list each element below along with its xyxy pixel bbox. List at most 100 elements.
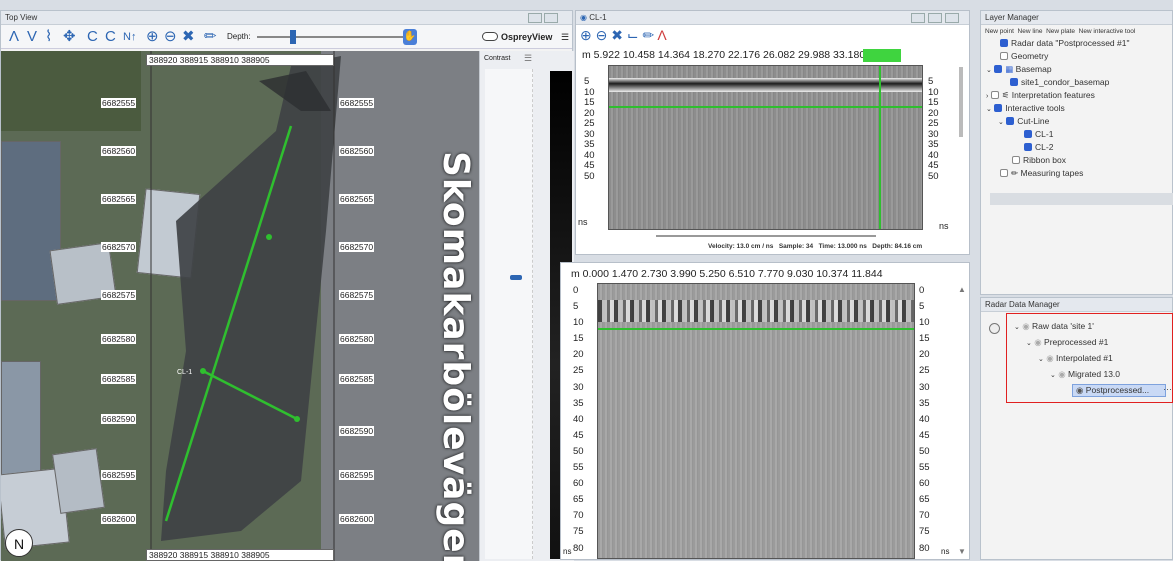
northing-label-right: 6682580 [339,334,375,344]
radio-icon[interactable] [989,323,1000,334]
tape-icon: ✏ [1011,168,1019,178]
layer-interactive-tools[interactable]: ⌄ Interactive tools [986,103,1065,113]
layer-cl-2[interactable]: CL-2 [1024,142,1053,153]
depth-slider-handle[interactable] [290,30,296,44]
layer-manager-toolbar: New point New line New plate New interac… [985,28,1135,35]
zoom-out-icon[interactable]: ⊖ [595,27,608,43]
new-line-button[interactable]: New line [1017,28,1043,35]
radargram-plot[interactable] [608,65,923,230]
chevron-down-icon[interactable]: ⌄ [1050,372,1056,379]
new-point-button[interactable]: New point [985,28,1014,35]
horizontal-scrollbar[interactable] [656,235,876,237]
zoom-out-icon[interactable]: ⊖ [164,28,177,45]
eye-icon[interactable]: ◉ [1076,385,1084,395]
close-icon[interactable] [544,13,558,23]
eye-icon[interactable]: ◉ [1022,321,1030,331]
vertical-scrollbar[interactable] [959,67,963,137]
chevron-down-icon[interactable]: ⌄ [1014,324,1020,331]
draw-up-icon[interactable]: Λ [9,28,20,45]
contrast-slider-handle[interactable] [510,275,522,280]
new-plate-button[interactable]: New plate [1046,28,1075,35]
new-interactive-tool-button[interactable]: New interactive tool [1078,28,1136,35]
layer-cut-line[interactable]: ⌄ Cut-Line [998,116,1050,126]
osprey-view-toggle[interactable]: OspreyView ☰ [479,28,574,46]
northing-label: 6682595 [101,470,137,480]
line-tool-icon[interactable]: ⌇ [45,28,53,45]
depth-slider[interactable] [257,36,407,38]
radar-tree-preprocessed[interactable]: ⌄ ◉ Preprocessed #1 [1026,337,1109,347]
close-icon[interactable] [945,13,959,23]
checkbox[interactable] [1024,130,1032,138]
more-options-icon[interactable]: ⋯ [1163,384,1172,394]
layer-radar-data[interactable]: Radar data "Postprocessed #1" [1000,38,1130,49]
rotate-right-icon[interactable]: C [105,28,116,45]
scroll-up-icon[interactable]: ▲ [958,285,966,294]
chevron-down-icon[interactable]: ⌄ [1026,340,1032,347]
checkbox[interactable] [1012,156,1020,164]
eye-icon[interactable]: ◉ [1046,353,1054,363]
pencil-icon[interactable]: ✏ [204,28,217,45]
map-view[interactable]: 388920 388915 388910 388905 388920 38891… [1,51,479,561]
position-cursor-line[interactable] [879,66,881,229]
radar-tree-migrated[interactable]: ⌄ ◉ Migrated 13.0 [1050,369,1121,379]
minimize-icon[interactable] [528,13,542,23]
layer-measuring-tapes[interactable]: ✏ Measuring tapes [1000,168,1083,179]
chevron-down-icon[interactable]: ⌄ [1038,356,1044,363]
hyperbola-icon[interactable]: Λ [657,27,667,43]
checkbox[interactable] [1006,117,1015,125]
layer-interpretation-features[interactable]: › ⚟ Interpretation features [986,90,1095,100]
radar-data-manager-panel: Radar Data Manager [980,297,1173,560]
layer-ribbon-box[interactable]: Ribbon box [1012,155,1066,166]
unit-left: ns [563,547,572,556]
toggle-switch[interactable] [482,32,498,41]
radar-tree-raw[interactable]: ⌄ ◉ Raw data 'site 1' [1014,321,1094,331]
layer-site1-basemap[interactable]: site1_condor_basemap [1010,77,1109,88]
radargram-plot[interactable] [597,283,915,559]
north-up-icon[interactable]: N↑ [123,31,137,43]
zoom-fit-icon[interactable]: ✖ [182,28,195,45]
checkbox[interactable] [994,65,1003,73]
layer-basemap[interactable]: ⌄ ▦ Basemap [986,64,1052,74]
eye-icon[interactable]: ◉ [1034,337,1042,347]
radar-tree-interpolated[interactable]: ⌄ ◉ Interpolated #1 [1038,353,1113,363]
chevron-right-icon[interactable]: › [986,93,989,100]
checkbox[interactable] [1000,39,1008,47]
compass-north-icon[interactable]: N [5,529,33,557]
scroll-down-icon[interactable]: ▼ [958,547,966,556]
pencil-icon[interactable]: ✏ [642,27,655,43]
chevron-down-icon[interactable]: ⌄ [986,106,992,113]
eye-icon[interactable]: ◉ [1058,369,1066,379]
layer-cl-1[interactable]: CL-1 [1024,129,1053,140]
checkbox[interactable] [1010,78,1018,86]
chevron-down-icon[interactable]: ⌄ [986,67,992,74]
cut-line-node [266,234,272,240]
rotate-left-icon[interactable]: C [87,28,98,45]
street-name: Skomakarbölevägen [435,151,476,561]
surface-reflection [609,78,922,92]
maximize-icon[interactable] [928,13,942,23]
depth-cursor-line[interactable] [609,106,922,108]
checkbox[interactable] [994,104,1003,112]
distance-highlight [863,49,901,62]
zoom-in-icon[interactable]: ⊕ [146,28,159,45]
northing-label: 6682590 [101,414,137,424]
minimize-icon[interactable] [911,13,925,23]
layer-geometry[interactable]: Geometry [1000,51,1048,62]
menu-icon[interactable]: ☰ [561,32,570,42]
axes-icon[interactable]: ⌙ [626,27,639,43]
checkbox[interactable] [1024,143,1032,151]
checkbox[interactable] [1000,169,1008,177]
checkbox[interactable] [990,91,999,99]
draw-down-icon[interactable]: V [27,28,38,45]
checkbox[interactable] [1000,52,1008,60]
contrast-slider-track[interactable] [485,69,533,559]
hand-icon[interactable]: ✋ [403,29,417,45]
northing-label-right: 6682600 [339,514,375,524]
zoom-in-icon[interactable]: ⊕ [580,27,592,43]
radar-tree-postprocessed[interactable]: ◉ Postprocessed... [1072,384,1166,397]
pan-icon[interactable]: ✥ [63,28,76,45]
depth-cursor-line[interactable] [598,328,914,330]
zoom-fit-icon[interactable]: ✖ [611,27,623,43]
chevron-down-icon[interactable]: ⌄ [998,119,1004,126]
contrast-menu-icon[interactable]: ☰ [524,53,533,63]
